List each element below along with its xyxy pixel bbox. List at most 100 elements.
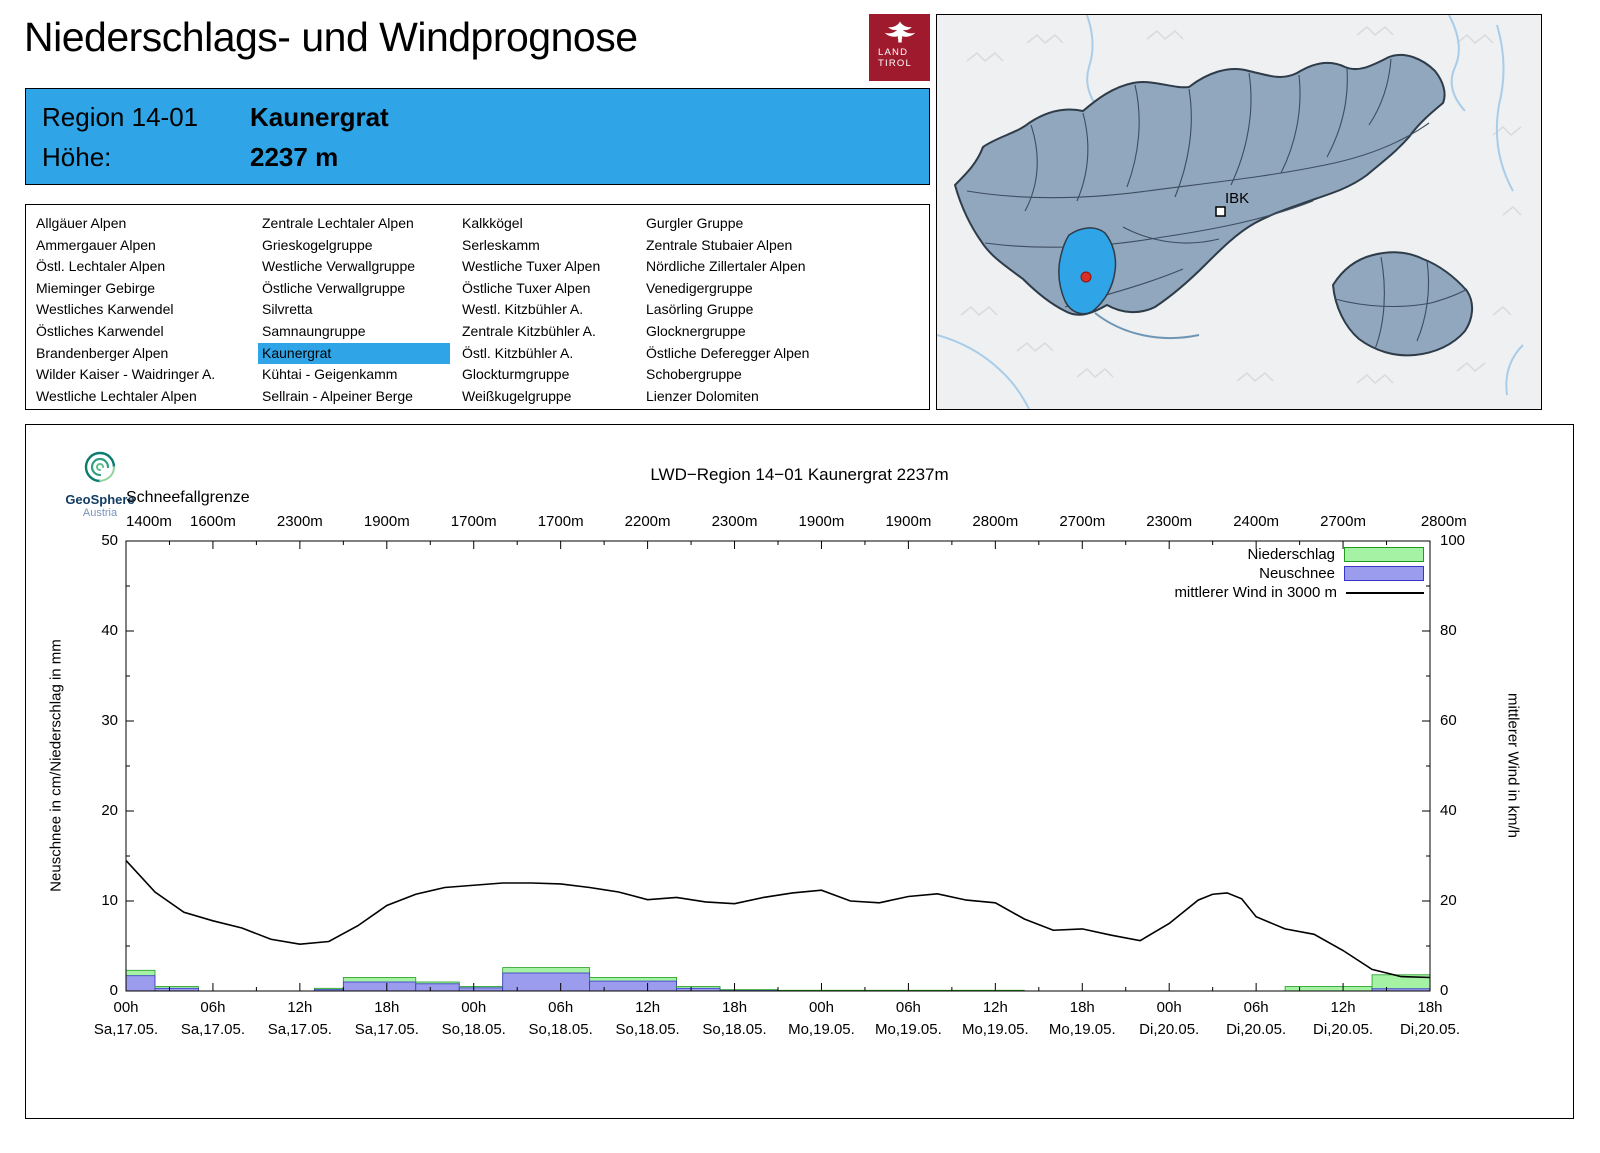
- plot-border: [125, 540, 1431, 992]
- region-list-item[interactable]: Wilder Kaiser - Waidringer A.: [36, 366, 216, 383]
- legend-swatch-box: [1344, 547, 1424, 562]
- region-list-item[interactable]: Westl. Kitzbühler A.: [462, 301, 584, 318]
- x-tick-time: 12h: [635, 999, 661, 1016]
- snowline-value: 1900m: [363, 513, 410, 530]
- region-list-item[interactable]: Gurgler Gruppe: [646, 215, 744, 231]
- x-tick-time: 12h: [982, 999, 1008, 1016]
- region-list-item[interactable]: Samnaungruppe: [262, 322, 366, 339]
- tirol-eagle-icon: [884, 21, 915, 43]
- geosphere-subname: Austria: [82, 507, 118, 519]
- region-list-item[interactable]: Mieminger Gebirge: [36, 279, 156, 296]
- precipitation-bar: [342, 977, 417, 992]
- y-tick-label-left: 0: [109, 982, 118, 999]
- region-list-item[interactable]: Östl. Lechtaler Alpen: [36, 258, 166, 275]
- legend-label: mittlerer Wind in 3000 m: [1174, 584, 1337, 601]
- wind-line: [125, 859, 1431, 979]
- new-snow-bar: [154, 987, 199, 992]
- map-region-borders: [966, 58, 1468, 350]
- snowline-value: 2700m: [1320, 513, 1366, 530]
- snowline-label: Schneefallgrenze: [126, 489, 250, 506]
- x-tick-time: 00h: [1156, 999, 1182, 1016]
- tirol-map[interactable]: IBK: [936, 14, 1542, 410]
- region-list-item[interactable]: Silvretta: [262, 301, 313, 318]
- region-list-item-selected[interactable]: Kaunergrat: [258, 342, 450, 365]
- region-list-item[interactable]: Serleskamm: [462, 236, 540, 253]
- region-list-item[interactable]: Ammergauer Alpen: [36, 236, 156, 253]
- page-title: Niederschlags- und Windprognose: [24, 14, 638, 60]
- region-list-item[interactable]: Brandenberger Alpen: [36, 344, 169, 361]
- region-list-item[interactable]: Zentrale Lechtaler Alpen: [262, 215, 414, 231]
- y-axis-left-title: Neuschnee in cm/Niederschlag in mm: [47, 639, 65, 892]
- snowline-value: 2200m: [624, 513, 671, 530]
- region-list-item[interactable]: Westliche Lechtaler Alpen: [36, 387, 197, 404]
- snowline-value: 1600m: [189, 513, 236, 530]
- geosphere-logo: GeoSphere Austria: [54, 445, 146, 519]
- precipitation-bar: [1371, 974, 1431, 992]
- geosphere-swirl-icon: [84, 451, 116, 483]
- x-tick-time: 12h: [287, 999, 313, 1016]
- region-list-item[interactable]: Glocknergruppe: [646, 322, 746, 339]
- map-region-highlight-kaunergrat[interactable]: [1058, 227, 1117, 315]
- region-list-item[interactable]: Allgäuer Alpen: [36, 215, 127, 231]
- x-tick-date: So,18.05.: [441, 1021, 506, 1038]
- map-marker-label: IBK: [1225, 190, 1249, 207]
- region-list-item[interactable]: Östliche Verwallgruppe: [262, 279, 406, 296]
- precipitation-bar: [415, 981, 460, 992]
- x-tick-date: Sa,17.05.: [93, 1021, 159, 1038]
- precipitation-bar: [502, 967, 591, 992]
- region-list-item[interactable]: Lienzer Dolomiten: [646, 387, 759, 404]
- precipitation-bar: [676, 986, 721, 992]
- legend-item: Neuschnee: [930, 564, 1424, 583]
- region-list-item[interactable]: Grieskogelgruppe: [262, 236, 373, 253]
- legend-item: mittlerer Wind in 3000 m: [930, 583, 1424, 602]
- altitude-label: Höhe:: [42, 142, 112, 172]
- snowline-value: 2300m: [711, 513, 758, 530]
- legend-swatch-box: [1344, 566, 1424, 581]
- new-snow-bar: [313, 989, 344, 992]
- region-list-column: Allgäuer Alpen Ammergauer Alpen Östl. Lech…: [36, 213, 215, 407]
- region-list-item[interactable]: Westliche Verwallgruppe: [262, 258, 416, 275]
- x-tick-time: 18h: [374, 999, 400, 1016]
- map-station-dot: [1080, 271, 1092, 283]
- x-tick-date: Mo,19.05.: [875, 1021, 942, 1038]
- map-marker-ibk-square: [1215, 206, 1226, 217]
- region-list-item[interactable]: Glockturmgruppe: [462, 366, 570, 383]
- region-list: Allgäuer Alpen Ammergauer Alpen Östl. Lech…: [25, 204, 930, 410]
- y-tick-label-left: 20: [101, 802, 118, 819]
- region-list-item[interactable]: Östl. Kitzbühler A.: [462, 344, 574, 361]
- x-tick-time: 06h: [895, 999, 921, 1016]
- map-rivers: [937, 15, 1524, 409]
- region-list-item[interactable]: Schobergruppe: [646, 366, 742, 383]
- land-tirol-logo-line1: LAND: [878, 47, 909, 58]
- new-snow-bar: [342, 981, 417, 992]
- region-list-item[interactable]: Westliche Tuxer Alpen: [462, 258, 601, 275]
- region-list-item[interactable]: Kühtai - Geigenkamm: [262, 366, 398, 383]
- land-tirol-logo: LAND TIROL: [869, 14, 930, 81]
- precipitation-bar: [125, 969, 156, 992]
- region-list-item[interactable]: Zentrale Kitzbühler A.: [462, 322, 596, 339]
- region-list-item[interactable]: Weißkugelgruppe: [462, 387, 572, 404]
- tirol-map-svg: IBK: [937, 15, 1541, 409]
- region-list-item[interactable]: Sellrain - Alpeiner Berge: [262, 387, 413, 404]
- region-list-item[interactable]: Nördliche Zillertaler Alpen: [646, 258, 806, 275]
- new-snow-bar: [589, 980, 677, 992]
- region-list-item[interactable]: Kalkkögel: [462, 215, 523, 231]
- region-list-item[interactable]: Zentrale Stubaier Alpen: [646, 236, 793, 253]
- x-tick-time: 06h: [1243, 999, 1269, 1016]
- x-tick-date: Di,20.05.: [1226, 1021, 1287, 1038]
- y-tick-label-right: 100: [1440, 532, 1466, 549]
- x-tick-time: 06h: [200, 999, 226, 1016]
- snowline-value: 1400m: [126, 513, 172, 530]
- region-list-item[interactable]: Lasörling Gruppe: [646, 301, 754, 318]
- region-list-column: Zentrale Lechtaler Alpen Grieskogelgruppe…: [258, 213, 450, 407]
- region-list-item[interactable]: Venedigergruppe: [646, 279, 753, 296]
- region-list-item[interactable]: Westliches Karwendel: [36, 301, 174, 318]
- region-list-item[interactable]: Östliche Tuxer Alpen: [462, 279, 591, 296]
- region-label: Region 14-01: [42, 102, 199, 132]
- y-tick-label-left: 30: [101, 712, 118, 729]
- map-river-inn: [1094, 312, 1200, 340]
- region-list-item[interactable]: Östliche Deferegger Alpen: [646, 344, 810, 361]
- region-list-item[interactable]: Östliches Karwendel: [36, 322, 164, 339]
- x-tick-date: Mo,19.05.: [1048, 1021, 1116, 1038]
